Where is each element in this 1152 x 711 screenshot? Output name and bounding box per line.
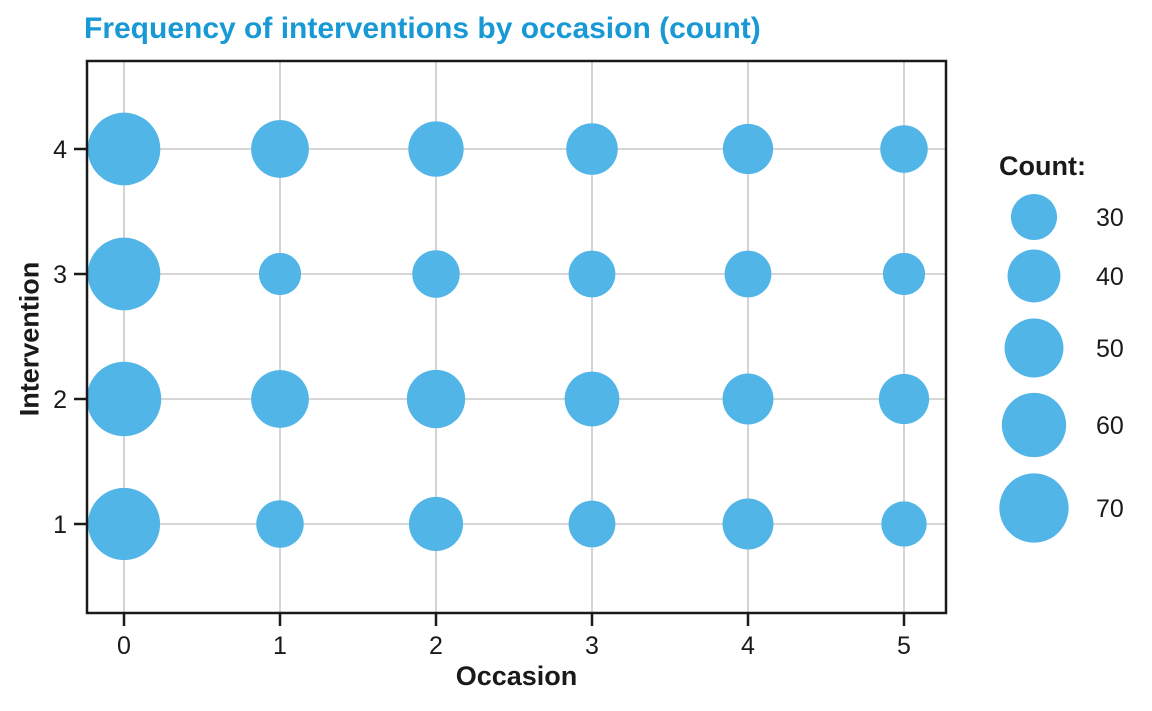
bubble-occasion1-intervention4 [251,120,309,178]
bubble-occasion1-intervention3 [258,252,302,296]
bubble-occasion5-intervention1 [881,501,927,547]
legend-bubble-50 [1004,318,1064,378]
legend-bubble-60 [1001,392,1067,458]
bubble-occasion2-intervention4 [408,121,464,177]
bubble-occasion3-intervention1 [568,500,616,548]
bubble-occasion4-intervention2 [722,373,774,425]
bubble-occasion3-intervention3 [568,250,616,298]
x-tick-label-3: 3 [585,632,599,660]
x-tick-label-1: 1 [273,632,287,660]
x-axis-title: Occasion [455,661,578,691]
bubble-occasion2-intervention2 [406,369,466,429]
legend-label-60: 60 [1096,412,1124,440]
y-axis-title: Intervention [14,261,45,417]
y-tick-label-4: 4 [53,136,67,164]
bubble-occasion2-intervention3 [412,250,460,298]
bubble-occasion4-intervention1 [722,498,774,550]
bubble-occasion3-intervention2 [564,371,620,427]
legend-label-40: 40 [1096,263,1124,291]
x-tick-label-2: 2 [429,632,443,660]
legend-bubble-70 [999,473,1069,543]
bubble-occasion4-intervention4 [722,123,774,175]
x-tick-label-5: 5 [897,632,911,660]
bubble-occasion1-intervention2 [251,370,309,428]
legend-label-50: 50 [1096,335,1124,363]
bubble-occasion1-intervention1 [256,500,304,548]
bubble-occasion5-intervention3 [882,252,926,296]
legend-label-30: 30 [1096,204,1124,232]
bubble-occasion4-intervention3 [724,250,772,298]
legend-title: Count: [999,151,1086,181]
bubble-occasion2-intervention1 [408,496,464,552]
plot-panel-border [85,59,948,615]
bubble-occasion5-intervention2 [878,373,930,425]
bubble-occasion0-intervention2 [86,361,162,437]
bubble-occasion0-intervention3 [87,237,161,311]
legend-bubble-40 [1007,249,1061,303]
y-tick-label-2: 2 [53,386,67,414]
legend-bubble-30 [1010,193,1058,241]
legend-label-70: 70 [1096,495,1124,523]
x-tick-label-0: 0 [117,632,131,660]
chart-title: Frequency of interventions by occasion (… [84,12,761,45]
bubble-occasion5-intervention4 [880,125,928,173]
y-tick-label-3: 3 [53,261,67,289]
x-tick-label-4: 4 [741,632,755,660]
bubble-occasion0-intervention1 [87,487,161,561]
y-tick-label-1: 1 [53,511,67,539]
bubble-occasion0-intervention4 [87,112,161,186]
bubble-occasion3-intervention4 [566,123,618,175]
